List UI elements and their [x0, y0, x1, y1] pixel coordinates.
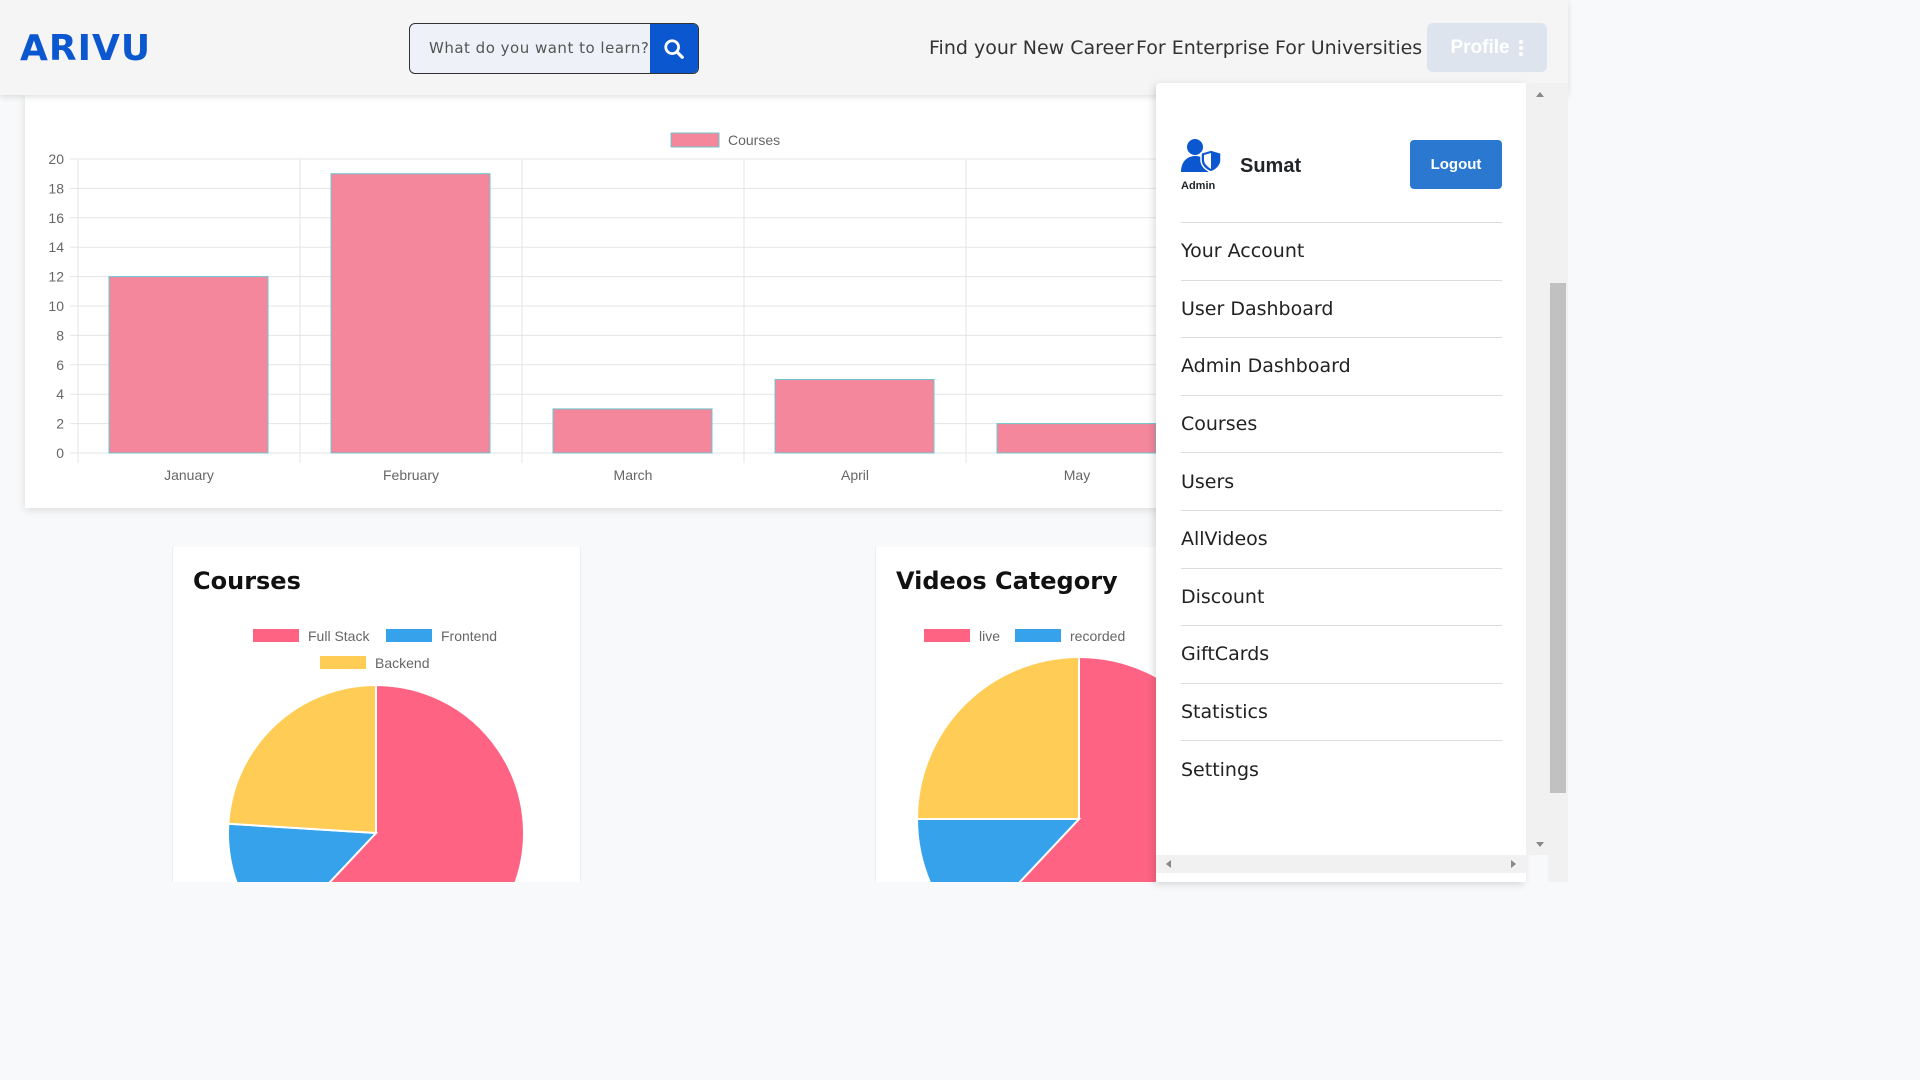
legend-swatch-live	[924, 629, 970, 642]
page-scrollbar[interactable]	[1548, 83, 1568, 882]
menu-item-allvideos[interactable]: AllVideos	[1181, 509, 1502, 568]
x-tick-label: January	[164, 467, 214, 483]
legend-label-recorded: recorded	[1070, 628, 1125, 644]
search-input[interactable]	[410, 24, 667, 71]
monthly-courses-card: Courses 0 2 4 6 8 10 12 14 16 18 20 January February M…	[25, 95, 1185, 508]
menu-item-statistics[interactable]: Statistics	[1181, 682, 1502, 741]
legend-swatch-full-stack	[253, 629, 299, 642]
arivu-logo[interactable]: ARIVU	[20, 28, 152, 69]
kebab-icon	[1518, 39, 1523, 56]
y-tick-label: 0	[56, 445, 64, 461]
nav-find-career[interactable]: Find your New Career	[929, 37, 1134, 59]
y-tick-label: 12	[48, 269, 64, 285]
scroll-left-arrow-icon[interactable]	[1160, 855, 1176, 873]
user-name: Sumat	[1240, 155, 1302, 177]
x-tick-label: May	[1064, 467, 1090, 483]
x-tick-label: March	[614, 467, 653, 483]
profile-dropdown: Admin Sumat Logout Your Account User Das…	[1156, 83, 1526, 882]
courses-pie-chart: Full Stack Frontend Backend	[227, 628, 525, 882]
user-role: Admin	[1181, 180, 1216, 192]
y-tick-label: 14	[48, 239, 64, 255]
legend-label-full-stack: Full Stack	[308, 628, 370, 644]
scroll-down-arrow-icon[interactable]	[1526, 837, 1554, 853]
legend-label-backend: Backend	[375, 655, 429, 671]
admin-user-icon	[1181, 139, 1222, 173]
profile-button[interactable]: Profile	[1427, 23, 1547, 72]
courses-pie-title: Courses	[193, 567, 301, 595]
x-tick-label: February	[383, 467, 439, 483]
videos-category-title: Videos Category	[896, 567, 1118, 595]
bar-may	[996, 423, 1157, 454]
pie-slice-frontend	[227, 822, 379, 882]
y-tick-label: 18	[48, 180, 64, 196]
menu-item-user-dashboard[interactable]: User Dashboard	[1181, 279, 1502, 338]
courses-pie-card: Courses Full Stack Frontend Backend	[172, 547, 581, 882]
search-bar	[409, 23, 699, 74]
menu-item-your-account[interactable]: Your Account	[1181, 222, 1502, 280]
legend-label-courses: Courses	[728, 132, 780, 148]
y-tick-label: 16	[48, 210, 64, 226]
bar-april	[774, 379, 935, 454]
bar-january	[108, 276, 269, 454]
menu-item-courses[interactable]: Courses	[1181, 394, 1502, 453]
legend-swatch-recorded	[1015, 629, 1061, 642]
y-tick-label: 8	[56, 327, 64, 343]
dropdown-horizontal-scrollbar[interactable]	[1156, 855, 1526, 873]
profile-menu: Your Account User Dashboard Admin Dashbo…	[1181, 222, 1502, 798]
bar-february	[330, 173, 491, 454]
y-tick-label: 2	[56, 416, 64, 432]
pie-slice-segment-2	[915, 655, 1080, 820]
scroll-up-arrow-icon[interactable]	[1526, 85, 1554, 101]
scroll-right-arrow-icon[interactable]	[1506, 855, 1522, 873]
x-tick-label: April	[841, 467, 869, 483]
logout-button[interactable]: Logout	[1410, 140, 1502, 189]
nav-for-universities[interactable]: For Universities	[1275, 37, 1423, 59]
legend-swatch-frontend	[386, 629, 432, 642]
menu-item-giftcards[interactable]: GiftCards	[1181, 625, 1502, 683]
legend-label-live: live	[979, 628, 1000, 644]
profile-label: Profile	[1450, 36, 1510, 58]
pie-slice-full-stack	[328, 683, 525, 882]
menu-item-discount[interactable]: Discount	[1181, 567, 1502, 626]
y-tick-label: 6	[56, 357, 64, 373]
legend-swatch-courses	[670, 132, 720, 148]
search-icon	[664, 38, 684, 59]
y-tick-label: 10	[48, 298, 64, 314]
legend-swatch-backend	[320, 656, 366, 669]
menu-item-settings[interactable]: Settings	[1181, 740, 1502, 798]
bar-march	[552, 408, 713, 454]
pie-slice-recorded	[915, 818, 1082, 882]
menu-item-admin-dashboard[interactable]: Admin Dashboard	[1181, 337, 1502, 395]
top-header: ARIVU Find your New Career For Enterpris…	[0, 0, 1568, 95]
page-scrollbar-thumb[interactable]	[1550, 283, 1566, 793]
pie-slice-backend	[227, 683, 377, 835]
y-tick-label: 4	[56, 386, 64, 402]
nav-for-enterprise[interactable]: For Enterprise	[1136, 37, 1270, 59]
search-button[interactable]	[650, 24, 698, 73]
legend-label-frontend: Frontend	[441, 628, 497, 644]
courses-bar-chart: Courses 0 2 4 6 8 10 12 14 16 18 20 January February M…	[48, 132, 1185, 483]
y-tick-label: 20	[48, 151, 64, 167]
menu-item-users[interactable]: Users	[1181, 452, 1502, 510]
user-info: Admin Sumat	[1181, 138, 1502, 198]
